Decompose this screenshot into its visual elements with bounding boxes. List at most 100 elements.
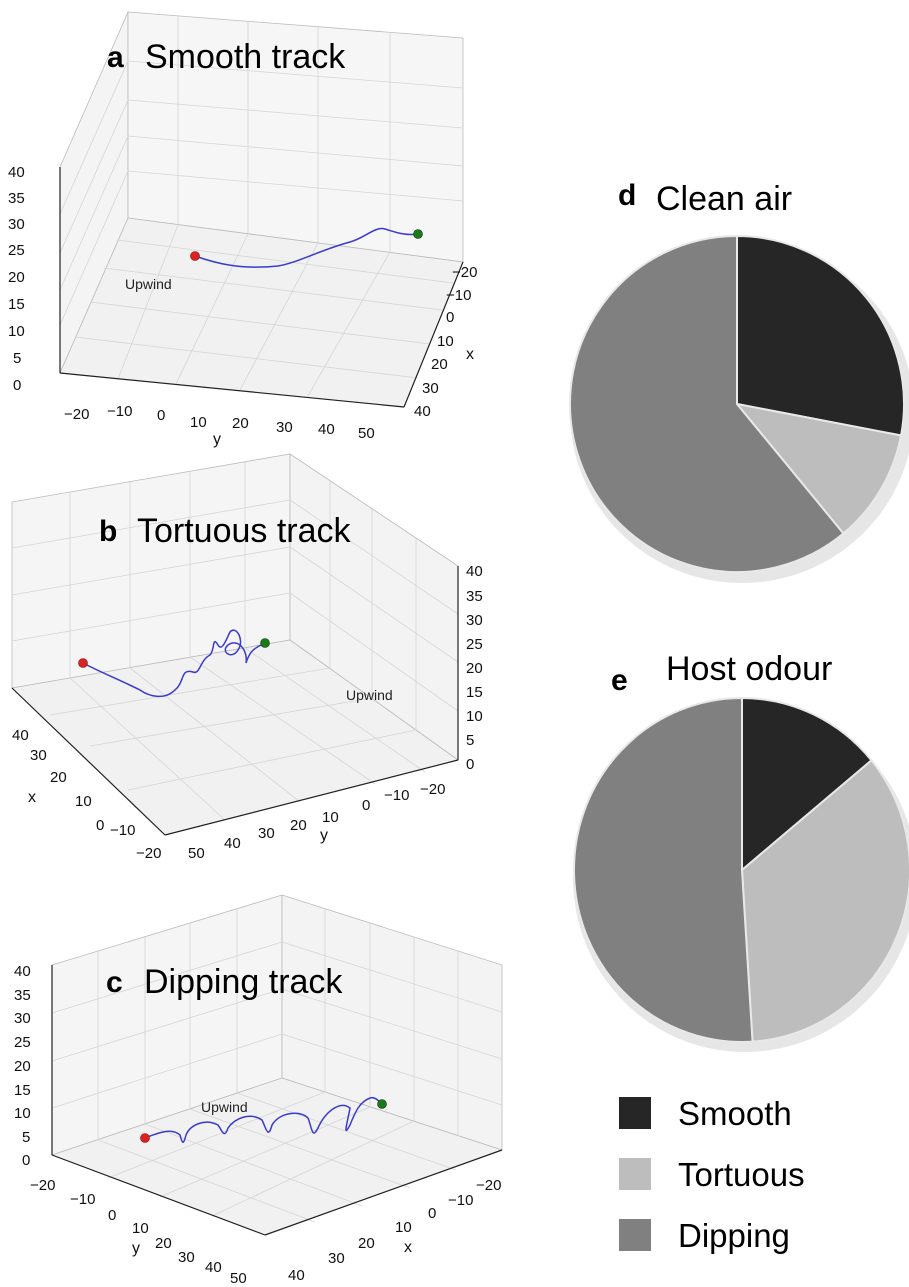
tick-label: 50 [230,1270,247,1287]
legend-label-smooth: Smooth [678,1095,792,1132]
tick-label: −20 [476,1177,501,1194]
tick-label: 10 [8,323,25,340]
pie-slice-smooth [736,234,905,437]
tick-label: 30 [14,1010,31,1027]
tick-label: 5 [22,1129,30,1146]
legend-swatch-smooth [619,1097,651,1129]
tick-label: 30 [466,612,483,629]
tick-label: −20 [136,845,161,862]
tick-label: 0 [446,309,454,326]
tick-label: 15 [466,684,483,701]
tick-label: 0 [22,1152,30,1169]
tick-label: 0 [13,377,21,394]
panel-b: Upwind b Tortuous track 40 35 30 25 20 1… [11,453,483,862]
panel-e-title: Host odour [666,650,832,688]
panel-a-y-ticks: −20 −10 0 10 20 30 40 50 y [64,403,375,448]
panel-b-x-ticks: 40 30 20 10 0 −10 −20 x [12,727,161,862]
tick-label: 40 [205,1259,222,1276]
panel-a-end-marker [413,229,423,239]
tick-label: 0 [362,797,370,814]
tick-label: 15 [14,1082,31,1099]
tick-label: 25 [14,1034,31,1051]
tick-label: 30 [276,419,293,436]
tick-label: −20 [452,264,477,281]
pie-e [572,696,909,1043]
panel-c-x-axis-label: x [404,1239,412,1256]
tick-label: 0 [466,756,474,773]
panel-c-axis-lines [51,965,503,1236]
panel-b-end-marker [260,638,270,648]
pie-slice-dipping [572,696,754,1043]
tick-label: 30 [30,747,47,764]
panel-b-title: Tortuous track [137,512,352,550]
panel-b-letter: b [99,515,117,548]
panel-c-x-ticks: 40 30 20 10 0 −10 −20 x [288,1177,501,1284]
tick-label: −10 [70,1191,95,1208]
panel-c-letter: c [106,966,123,999]
panel-b-x-axis-label: x [28,789,36,806]
pie-slice-tortuous [734,402,903,535]
panel-a-grid [59,16,464,397]
tick-label: −20 [30,1177,55,1194]
tick-label: 35 [466,588,483,605]
tick-label: 20 [358,1235,375,1252]
tick-label: 40 [8,164,25,181]
tick-label: 10 [466,708,483,725]
tick-label: 25 [8,242,25,259]
tick-label: 10 [322,809,339,826]
legend-label-dipping: Dipping [678,1217,790,1254]
tick-label: 10 [132,1220,149,1237]
legend-label-tortuous: Tortuous [678,1156,805,1193]
tick-label: 20 [8,269,25,286]
tick-label: 40 [318,421,335,438]
tick-label: 40 [288,1267,305,1284]
tick-label: 0 [96,817,104,834]
panel-e-letter: e [611,664,628,697]
tick-label: 35 [14,987,31,1004]
panel-a-track [194,227,419,268]
panel-a-title: Smooth track [145,38,346,76]
panel-c-track [144,1096,383,1143]
tick-label: 30 [422,380,439,397]
tick-label: 10 [190,414,207,431]
panel-b-y-axis-label: y [320,827,328,844]
tick-label: 40 [466,563,483,580]
panel-d-title: Clean air [656,180,792,218]
legend-swatch-tortuous [619,1158,651,1190]
panel-c-z-ticks: 40 35 30 25 20 15 10 5 0 [14,963,31,1169]
panel-a: Upwind a Smooth track 40 35 30 25 20 15 … [8,11,477,448]
panel-d-letter: d [618,179,636,212]
tick-label: 25 [466,636,483,653]
panel-a-x-axis-label: x [466,346,474,363]
legend: Smooth Tortuous Dipping [619,1095,805,1254]
tick-label: 5 [13,350,21,367]
tick-label: 10 [437,333,454,350]
panel-b-track [82,629,266,698]
panel-b-grid [11,462,459,821]
pie-slice-smooth [741,696,873,873]
panel-a-axis-lines [59,167,464,408]
tick-label: −10 [446,287,471,304]
panel-e: e Host odour [572,650,909,1052]
tick-label: 0 [157,407,165,424]
tick-label: 40 [12,727,29,744]
tick-label: 30 [8,216,25,233]
tick-label: −10 [384,787,409,804]
tick-label: −10 [107,403,132,420]
panel-b-upwind-label: Upwind [346,687,393,703]
tick-label: 20 [232,415,249,432]
tick-label: −10 [448,1192,473,1209]
tick-label: −20 [420,781,445,798]
tick-label: 40 [14,963,31,980]
tick-label: 15 [8,296,25,313]
panel-c-title: Dipping track [144,963,343,1001]
panel-a-start-marker [190,251,200,261]
pie-slice-dipping [569,234,845,573]
panel-c-end-marker [377,1099,387,1109]
panel-d: d Clean air [569,179,909,583]
panel-b-y-ticks: 50 40 30 20 10 0 −10 −20 y [188,781,445,862]
panel-c-start-marker [140,1133,150,1143]
tick-label: 40 [224,835,241,852]
tick-label: 30 [328,1250,345,1267]
